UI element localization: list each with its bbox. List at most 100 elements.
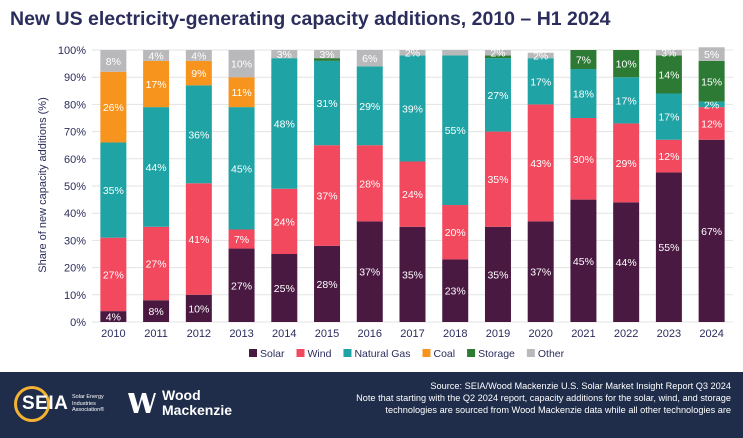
data-label: 45% bbox=[573, 256, 594, 268]
bar-segment-wind bbox=[484, 131, 511, 227]
bar-segment-other bbox=[185, 50, 212, 61]
y-tick-label: 30% bbox=[64, 235, 86, 247]
bar-segment-natural-gas bbox=[271, 58, 298, 189]
legend-item-other: Other bbox=[526, 348, 565, 360]
y-tick-label: 0% bbox=[70, 317, 86, 329]
legend-swatch bbox=[249, 349, 257, 357]
legend-label: Storage bbox=[478, 348, 515, 360]
bar-stack-group: 4% 27% 35% 26% 8% 8% 27% 44% 17% 4% 10% 41% 36% 9% 4% 2… bbox=[100, 47, 725, 324]
data-label: 44% bbox=[616, 257, 637, 269]
bar-segment-solar bbox=[143, 300, 170, 322]
data-label: 67% bbox=[701, 226, 722, 238]
bar-segment-natural-gas bbox=[484, 58, 511, 132]
bar-segment-storage bbox=[314, 58, 341, 61]
y-axis-label: Share of new capacity additions (%) bbox=[37, 97, 49, 272]
bar-segment-other bbox=[228, 50, 255, 78]
y-tick-label: 20% bbox=[64, 263, 86, 275]
bar-segment-natural-gas bbox=[570, 69, 597, 118]
bar-segment-solar bbox=[527, 221, 554, 322]
source-line-1: Source: SEIA/Wood Mackenzie U.S. Solar M… bbox=[430, 381, 731, 391]
x-tick-label: 2023 bbox=[657, 328, 681, 340]
data-label: 45% bbox=[231, 163, 252, 175]
bar-segment-wind bbox=[271, 188, 298, 254]
data-label: 7% bbox=[576, 55, 591, 67]
bar-segment-natural-gas bbox=[100, 142, 127, 238]
data-label: 27% bbox=[487, 90, 508, 102]
bar-segment-other bbox=[655, 50, 682, 56]
data-label: 25% bbox=[274, 283, 295, 295]
x-tick-label: 2022 bbox=[614, 328, 638, 340]
data-label: 11% bbox=[231, 87, 251, 99]
bar-segment-storage bbox=[484, 55, 511, 59]
legend-swatch bbox=[422, 349, 431, 357]
data-label: 10% bbox=[188, 303, 209, 315]
data-label: 4% bbox=[149, 50, 164, 62]
data-label: 3% bbox=[277, 49, 292, 61]
bar-segment-wind bbox=[143, 226, 170, 301]
bar-segment-wind bbox=[185, 183, 212, 295]
seia-logo-subtitle: Solar Energy Industries Association® bbox=[72, 394, 105, 413]
bar-segment-wind bbox=[527, 104, 554, 222]
seia-logo: SEIA Solar Energy Industries Association… bbox=[14, 384, 109, 426]
bar-segment-solar bbox=[442, 259, 469, 322]
bar-segment-solar bbox=[570, 199, 597, 322]
data-label: 15% bbox=[701, 76, 722, 88]
data-label: 30% bbox=[573, 154, 594, 166]
data-label: 43% bbox=[530, 158, 551, 170]
data-label: 35% bbox=[402, 269, 423, 281]
bar-segment-natural-gas bbox=[442, 55, 469, 206]
data-label: 28% bbox=[359, 178, 380, 190]
data-label: 37% bbox=[530, 267, 551, 279]
bar-segment-solar bbox=[698, 139, 725, 322]
legend-item-storage: Storage bbox=[467, 348, 515, 360]
data-label: 28% bbox=[317, 279, 338, 291]
x-tick-label: 2012 bbox=[187, 328, 211, 340]
bar-segment-other bbox=[100, 50, 127, 72]
legend-item-natural-gas: Natural Gas bbox=[343, 348, 410, 360]
data-label: 12% bbox=[701, 118, 722, 130]
bar-segment-other bbox=[484, 50, 511, 56]
bar-segment-wind bbox=[442, 205, 469, 260]
bar-segment-natural-gas bbox=[356, 66, 383, 146]
data-label: 55% bbox=[445, 125, 466, 137]
data-label: 55% bbox=[658, 242, 679, 254]
data-label: 10% bbox=[616, 59, 637, 71]
chart-title: New US electricity-generating capacity a… bbox=[10, 8, 611, 30]
bar-segment-natural-gas bbox=[185, 85, 212, 184]
data-label: 41% bbox=[188, 234, 209, 246]
data-label: 2% bbox=[533, 50, 548, 62]
data-label: 3% bbox=[319, 49, 334, 61]
data-label: 3% bbox=[661, 48, 676, 60]
bar-segment-wind bbox=[570, 118, 597, 200]
bar-segment-storage bbox=[570, 50, 597, 70]
data-label: 17% bbox=[530, 76, 551, 88]
data-label: 7% bbox=[234, 234, 249, 246]
bar-segment-wind bbox=[314, 145, 341, 246]
wood-mackenzie-mark-icon bbox=[128, 393, 156, 413]
y-tick-label: 40% bbox=[64, 208, 86, 220]
data-label: 29% bbox=[359, 101, 380, 113]
bar-segment-solar bbox=[185, 294, 212, 322]
source-note: Source: SEIA/Wood Mackenzie U.S. Solar M… bbox=[261, 380, 731, 416]
data-label: 37% bbox=[359, 267, 380, 279]
seia-logo-text: SEIA bbox=[22, 393, 69, 414]
x-tick-label: 2021 bbox=[571, 328, 595, 340]
bar-segment-wind bbox=[399, 161, 426, 227]
legend: Solar Wind Natural Gas Coal Storage Other bbox=[249, 348, 565, 360]
data-label: 35% bbox=[103, 185, 124, 197]
y-tick-label: 80% bbox=[64, 99, 86, 111]
data-label: 2% bbox=[704, 99, 719, 111]
data-label: 27% bbox=[231, 280, 252, 292]
data-label: 48% bbox=[274, 118, 295, 130]
bar-segment-solar bbox=[399, 226, 426, 322]
bar-segment-storage bbox=[655, 55, 682, 94]
data-label: 36% bbox=[188, 129, 209, 141]
bar-segment-other bbox=[314, 50, 341, 59]
data-label: 8% bbox=[149, 306, 164, 318]
legend-label: Wind bbox=[308, 348, 332, 360]
x-axis-ticks: 2010 2011 2012 2013 2014 2015 2016 2017 2018 2019… bbox=[101, 328, 724, 340]
source-line-3: technologies are sourced from Wood Macke… bbox=[385, 405, 731, 415]
legend-swatch bbox=[526, 349, 535, 357]
bar-segment-coal bbox=[185, 60, 212, 86]
x-tick-label: 2020 bbox=[528, 328, 552, 340]
